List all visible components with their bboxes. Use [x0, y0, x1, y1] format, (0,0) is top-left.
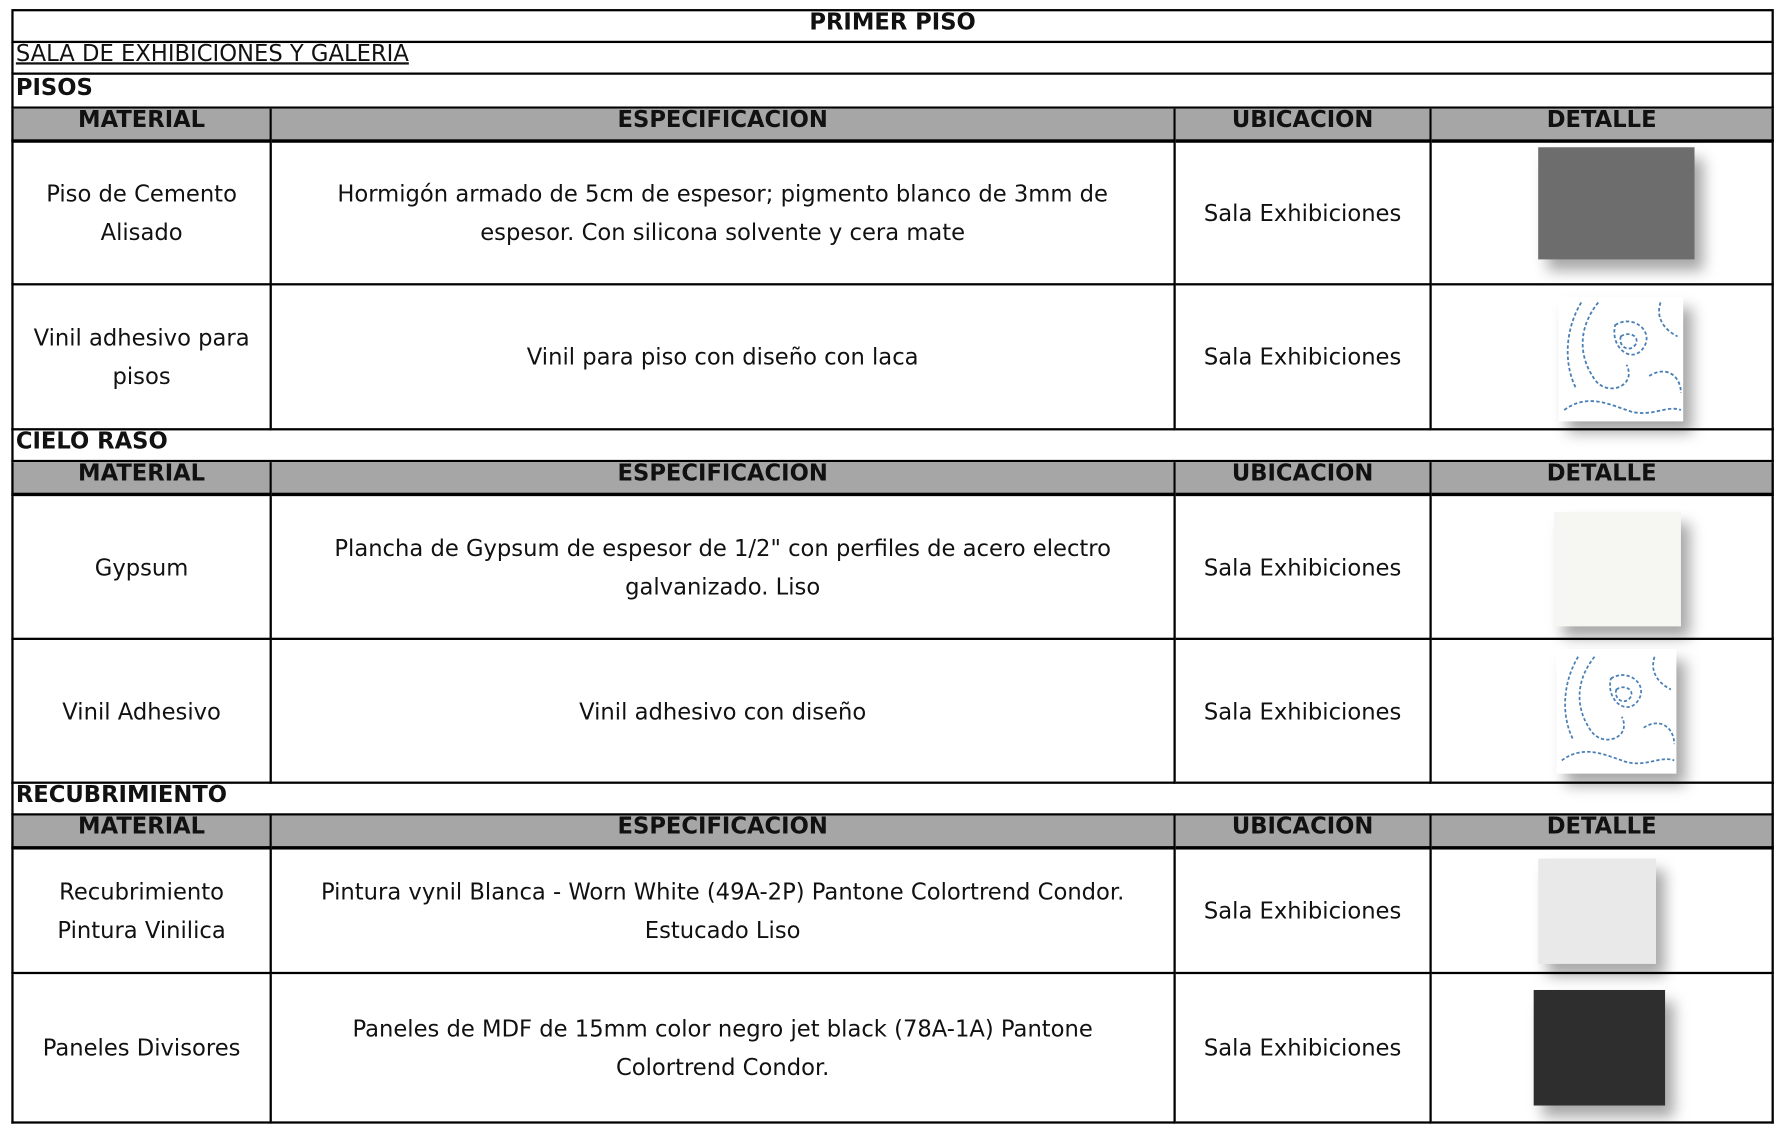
subtitle: SALA DE EXHIBICIONES Y GALERIA	[15, 39, 409, 67]
table-cell: Sala Exhibiciones	[1175, 142, 1432, 286]
material-swatch	[1558, 296, 1684, 422]
column-header: ESPECIFICACION	[271, 815, 1176, 850]
table-cell: Recubrimiento Pintura Vinilica	[11, 849, 272, 975]
table-cell: Hormigón armado de 5cm de espesor; pigme…	[271, 142, 1176, 286]
column-header: MATERIAL	[11, 108, 272, 143]
table-cell: Sala Exhibiciones	[1175, 285, 1432, 431]
section-title: PISOS	[15, 73, 93, 101]
table-cell: Vinil Adhesivo	[11, 639, 272, 784]
column-header: DETALLE	[1431, 815, 1774, 850]
material-swatch	[1554, 511, 1681, 627]
table-cell: Plancha de Gypsum de espesor de 1/2" con…	[271, 496, 1176, 640]
section-title: CIELO RASO	[15, 427, 168, 455]
material-swatch	[1538, 147, 1695, 260]
column-header: ESPECIFICACION	[271, 108, 1176, 143]
subtitle-row: SALA DE EXHIBICIONES Y GALERIA	[11, 39, 1774, 75]
title: PRIMER PISO	[809, 7, 976, 36]
table-cell: Gypsum	[11, 496, 272, 640]
section-row: PISOS	[11, 73, 1774, 109]
table-cell: Piso de Cemento Alisado	[11, 142, 272, 286]
table-cell: Vinil adhesivo para pisos	[11, 285, 272, 431]
detail-cell	[1431, 285, 1774, 431]
table-cell: Paneles Divisores	[11, 974, 272, 1124]
detail-cell	[1431, 496, 1774, 640]
section-row: RECUBRIMIENTO	[11, 780, 1774, 816]
table-cell: Sala Exhibiciones	[1175, 974, 1432, 1124]
column-header: DETALLE	[1431, 108, 1774, 143]
table-cell: Pintura vynil Blanca - Worn White (49A-2…	[271, 849, 1176, 975]
title-row: PRIMER PISO	[11, 7, 1774, 44]
column-header: UBICACION	[1175, 108, 1432, 143]
table-cell: Paneles de MDF de 15mm color negro jet b…	[271, 974, 1176, 1124]
column-header: UBICACION	[1175, 462, 1432, 497]
material-swatch	[1556, 649, 1677, 774]
column-header: MATERIAL	[11, 462, 272, 497]
table-cell: Vinil adhesivo con diseño	[271, 639, 1176, 784]
table-cell: Sala Exhibiciones	[1175, 849, 1432, 975]
table-cell: Sala Exhibiciones	[1175, 639, 1432, 784]
section-row: CIELO RASO	[11, 427, 1774, 463]
detail-cell	[1431, 142, 1774, 286]
material-swatch	[1538, 858, 1657, 964]
detail-cell	[1431, 639, 1774, 784]
section-title: RECUBRIMIENTO	[15, 780, 228, 808]
table-cell: Vinil para piso con diseño con laca	[271, 285, 1176, 431]
column-header: MATERIAL	[11, 815, 272, 850]
table-cell: Sala Exhibiciones	[1175, 496, 1432, 640]
column-header: UBICACION	[1175, 815, 1432, 850]
column-header: DETALLE	[1431, 462, 1774, 497]
column-header: ESPECIFICACION	[271, 462, 1176, 497]
detail-cell	[1431, 849, 1774, 975]
material-swatch	[1533, 989, 1666, 1106]
